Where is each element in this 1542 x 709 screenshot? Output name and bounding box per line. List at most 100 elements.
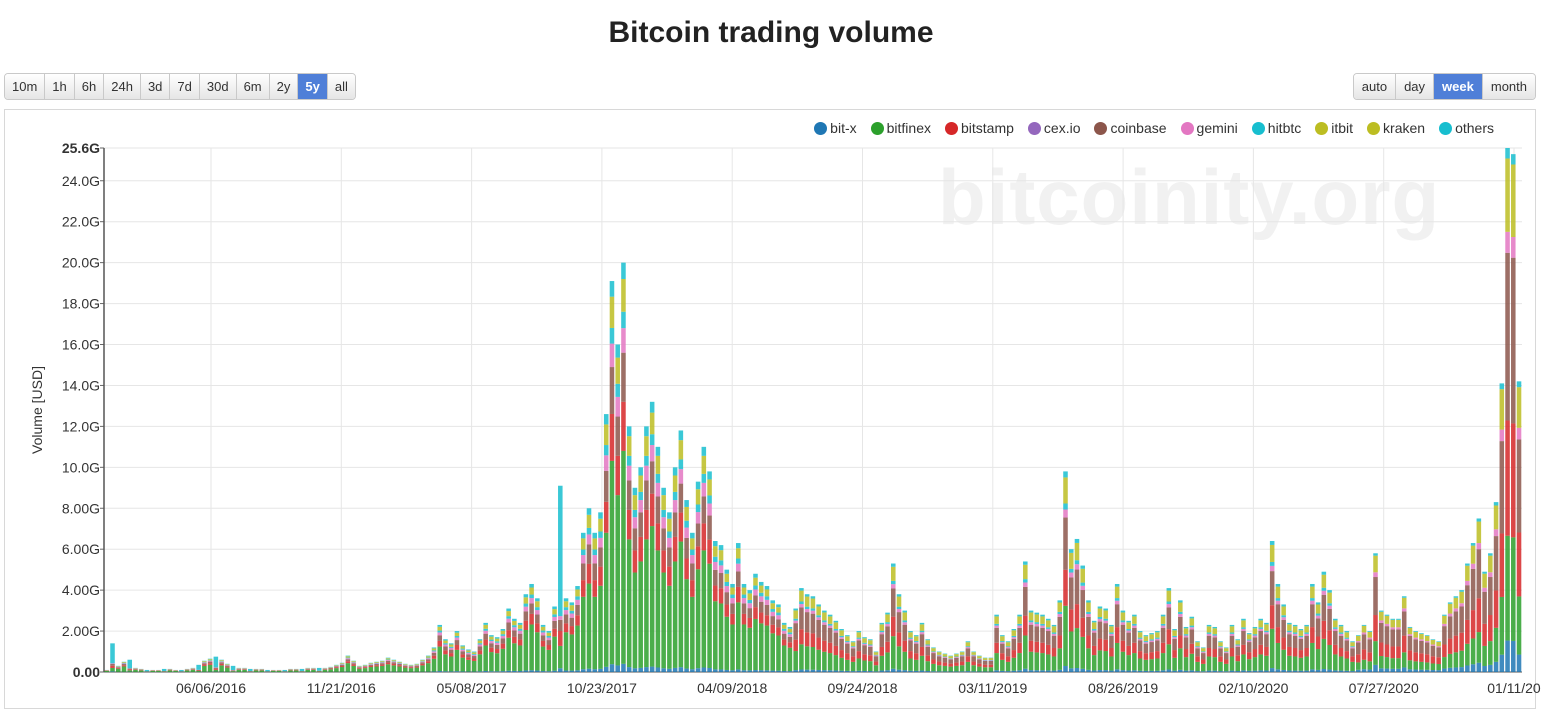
- bar-segment-bitstamp: [937, 662, 942, 666]
- bar-segment-kraken: [409, 665, 414, 666]
- bar-segment-hitbtc: [1207, 632, 1212, 633]
- bar-segment-bitstamp: [1505, 420, 1510, 535]
- bar-segment-bitfinex: [1046, 654, 1051, 670]
- bar-segment-gemini: [1052, 634, 1057, 636]
- bar-segment-others: [1115, 584, 1120, 587]
- legend-item-others[interactable]: others: [1439, 120, 1494, 136]
- legend-item-cex-io[interactable]: cex.io: [1028, 120, 1081, 136]
- bar-segment-bitfinex: [1373, 641, 1378, 665]
- legend-item-bitstamp[interactable]: bitstamp: [945, 120, 1014, 136]
- bar-segment-others: [1057, 600, 1062, 602]
- bar-segment-hitbtc: [874, 655, 879, 656]
- bar-segment-hitbtc: [770, 609, 775, 612]
- bar-segment-kraken: [627, 436, 632, 456]
- bar-segment-bitfinex: [788, 648, 793, 671]
- bar-segment-coinbase: [386, 661, 391, 663]
- bar-segment-gemini: [437, 632, 442, 635]
- bar-segment-bitstamp: [1109, 648, 1114, 656]
- bar-segment-coinbase: [742, 603, 747, 614]
- bar-segment-bitfinex: [1075, 628, 1080, 668]
- bar-segment-bitfinex: [615, 495, 620, 665]
- bar-segment-coinbase: [1121, 625, 1126, 641]
- bar-segment-bitstamp: [225, 667, 230, 668]
- bar-segment-kraken: [897, 597, 902, 607]
- bar-segment-others: [460, 645, 465, 646]
- bar-segment-hitbtc: [592, 550, 597, 556]
- bar-segment-others: [811, 596, 816, 598]
- bar-segment-kraken: [1454, 598, 1459, 609]
- bar-segment-gemini: [845, 642, 850, 643]
- bar-segment-others: [1442, 615, 1447, 616]
- bar-segment-others: [1350, 641, 1355, 642]
- bar-segment-gemini: [1092, 631, 1097, 633]
- bar-segment-kraken: [1115, 587, 1120, 598]
- bar-segment-coinbase: [328, 668, 333, 669]
- bar-segment-bit-x: [443, 671, 448, 672]
- bar-segment-bitfinex: [168, 670, 173, 672]
- bar-segment-bitstamp: [478, 650, 483, 654]
- bar-segment-coinbase: [948, 659, 953, 663]
- bar-segment-bit-x: [1000, 671, 1005, 672]
- bar-segment-bit-x: [506, 671, 511, 672]
- bar-segment-gemini: [581, 555, 586, 563]
- bar-segment-gemini: [483, 631, 488, 634]
- legend-item-bitfinex[interactable]: bitfinex: [871, 120, 931, 136]
- bar-segment-kraken: [1035, 614, 1040, 622]
- bar-segment-bitfinex: [627, 539, 632, 667]
- bar-segment-bitfinex: [409, 668, 414, 672]
- bar-segment-kraken: [552, 609, 557, 614]
- legend-item-coinbase[interactable]: coinbase: [1094, 120, 1166, 136]
- bar-segment-bitstamp: [443, 650, 448, 654]
- bar-segment-bitfinex: [1517, 596, 1522, 654]
- legend-item-kraken[interactable]: kraken: [1367, 120, 1425, 136]
- bar-segment-kraken: [966, 642, 971, 646]
- bar-segment-bitstamp: [1264, 647, 1269, 656]
- bar-segment-gemini: [1356, 641, 1361, 642]
- bar-segment-hitbtc: [472, 654, 477, 655]
- bar-segment-bit-x: [799, 669, 804, 672]
- bar-segment-gemini: [208, 661, 213, 662]
- bar-segment-coinbase: [478, 646, 483, 650]
- bar-segment-coinbase: [667, 547, 672, 566]
- legend-item-itbit[interactable]: itbit: [1315, 120, 1353, 136]
- bar-segment-gemini: [966, 647, 971, 648]
- bar-segment-bitstamp: [196, 670, 201, 671]
- bar-segment-gemini: [977, 659, 982, 660]
- bar-segment-bitstamp: [696, 546, 701, 569]
- y-tick-label: 10.0G: [62, 459, 100, 475]
- legend-item-bit-x[interactable]: bit-x: [814, 120, 856, 136]
- bar-segment-coinbase: [880, 634, 885, 647]
- bar-segment-others: [1276, 584, 1281, 587]
- bar-segment-others: [1367, 631, 1372, 632]
- bar-segment-bit-x: [1339, 671, 1344, 672]
- bar-segment-coinbase: [1379, 623, 1384, 643]
- bar-segment-hitbtc: [828, 624, 833, 626]
- bar-segment-gemini: [426, 658, 431, 659]
- bar-segment-others: [1408, 627, 1413, 628]
- bar-segment-bit-x: [1241, 670, 1246, 672]
- bar-segment-bitstamp: [570, 626, 575, 634]
- bar-segment-others: [880, 623, 885, 624]
- bar-segment-gemini: [518, 631, 523, 634]
- bar-segment-hitbtc: [725, 582, 730, 586]
- bar-segment-bit-x: [644, 667, 649, 672]
- bar-segment-kraken: [811, 599, 816, 609]
- bar-segment-bitfinex: [271, 671, 276, 672]
- bar-segment-bit-x: [1408, 669, 1413, 672]
- bar-segment-coinbase: [983, 661, 988, 665]
- bar-segment-gemini: [908, 639, 913, 641]
- bar-segment-others: [1293, 625, 1298, 626]
- bar-segment-bitstamp: [208, 663, 213, 665]
- bar-segment-bit-x: [1023, 669, 1028, 672]
- bar-segment-gemini: [811, 611, 816, 614]
- bar-segment-bitfinex: [254, 670, 259, 672]
- bar-segment-bitstamp: [369, 666, 374, 667]
- bar-segment-bit-x: [828, 670, 833, 672]
- legend-item-gemini[interactable]: gemini: [1181, 120, 1238, 136]
- legend-item-hitbtc[interactable]: hitbtc: [1252, 120, 1301, 136]
- bar-segment-hitbtc: [713, 557, 718, 562]
- bar-segment-gemini: [1299, 637, 1304, 639]
- bar-segment-bitfinex: [1035, 652, 1040, 670]
- bar-segment-gemini: [386, 660, 391, 661]
